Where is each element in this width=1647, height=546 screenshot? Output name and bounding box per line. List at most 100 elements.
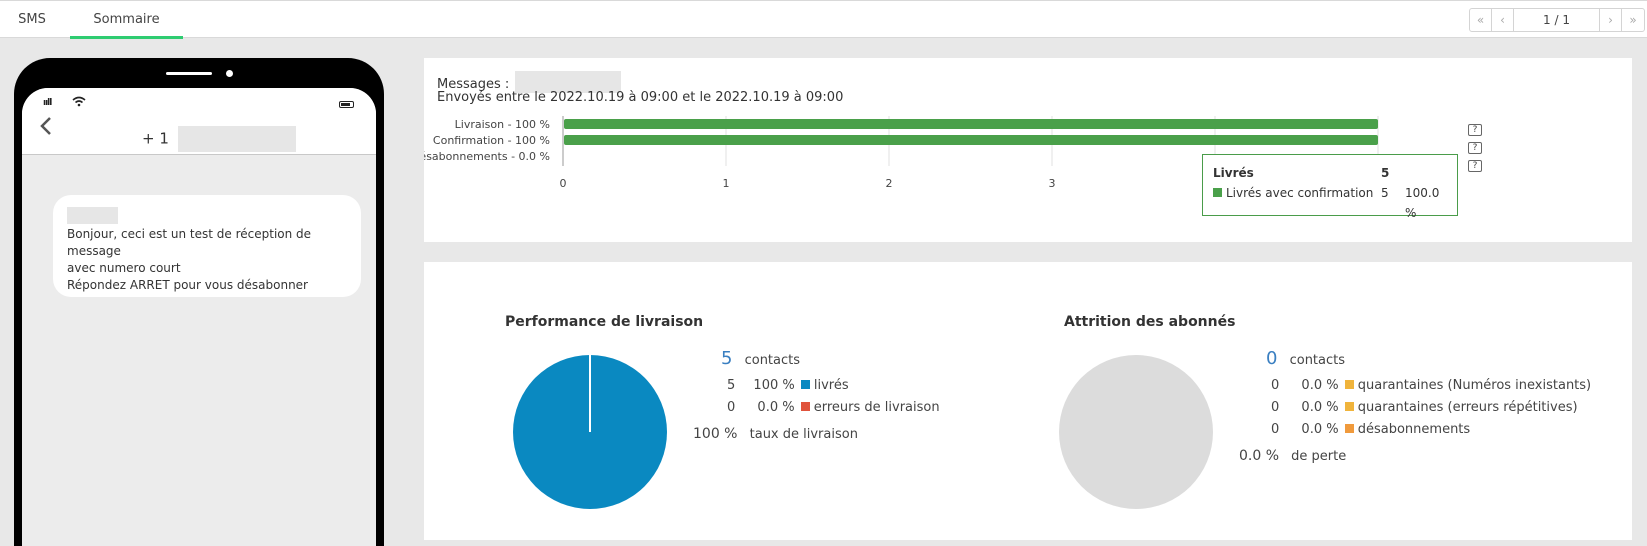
- sent-prefix: Envoyés entre le: [437, 90, 550, 105]
- erreurs-pct: 0.0 %: [757, 400, 795, 415]
- sms-bubble: Bonjour, ceci est un test de réception d…: [53, 195, 361, 297]
- delivery-performance-title: Performance de livraison: [505, 314, 704, 330]
- prev-page-button[interactable]: ‹: [1492, 9, 1514, 31]
- x-tick-label: 3: [1049, 177, 1056, 190]
- delivery-contacts: 5 contacts: [721, 348, 800, 369]
- attrition-contacts-label: contacts: [1289, 353, 1346, 368]
- delivery-bar-chart: 0 1 2 3 Livraison - 100 % Confirmation - 100 …: [424, 116, 1379, 190]
- redacted-message-name: [515, 71, 622, 93]
- redacted-sender: [67, 207, 118, 224]
- tooltip-row-pct: 100.0 %: [1405, 186, 1440, 220]
- delivery-contacts-label: contacts: [744, 353, 801, 368]
- attrition-pie-chart: [1059, 355, 1213, 509]
- help-icon-confirmation[interactable]: ?: [1468, 142, 1482, 154]
- messages-label: Messages :: [437, 77, 510, 92]
- tooltip-swatch: [1213, 188, 1222, 197]
- bar[interactable]: [564, 119, 1378, 129]
- phone-number: + 1: [142, 126, 296, 152]
- tooltip-title-value: 5: [1381, 166, 1390, 180]
- inexistants-swatch: [1344, 380, 1354, 389]
- attrition-row-inexistants: 0 0.0 % quarantaines (Numéros inexistant…: [1271, 378, 1591, 393]
- livres-count: 5: [727, 378, 736, 393]
- delivery-rate-label: taux de livraison: [749, 427, 858, 442]
- tab-sommaire[interactable]: Sommaire: [70, 1, 183, 39]
- inexistants-label: quarantaines (Numéros inexistants): [1357, 378, 1592, 393]
- desabonnements-count: 0: [1271, 422, 1280, 437]
- tooltip-row-value: 5: [1381, 186, 1389, 200]
- attrition-row-repetitives: 0 0.0 % quarantaines (erreurs répétitive…: [1271, 400, 1578, 415]
- sent-range: Envoyés entre le 2022.10.19 à 09:00 et l…: [437, 90, 843, 105]
- help-icon-desabonnements[interactable]: ?: [1468, 160, 1482, 172]
- delivery-row-erreurs: 0 0.0 % erreurs de livraison: [727, 400, 940, 415]
- top-bar: SMS Sommaire « ‹ 1 / 1 › »: [0, 0, 1647, 39]
- chart-tooltip: Livrés 5 Livrés avec confirmation 5 100.…: [1202, 154, 1458, 220]
- erreurs-label: erreurs de livraison: [813, 400, 940, 415]
- repetitives-count: 0: [1271, 400, 1280, 415]
- phone-number-prefix: + 1: [142, 129, 169, 148]
- wifi-icon: [72, 96, 86, 110]
- repetitives-pct: 0.0 %: [1301, 400, 1339, 415]
- repetitives-label: quarantaines (erreurs répétitives): [1357, 400, 1578, 415]
- pagination: « ‹ 1 / 1 › »: [1469, 8, 1645, 32]
- delivery-summary-panel: Messages : Envoyés entre le 2022.10.19 à…: [424, 58, 1632, 242]
- attrition-loss: 0.0 % de perte: [1239, 448, 1346, 464]
- back-chevron-icon[interactable]: [40, 116, 52, 142]
- attrition-pie-empty: [1059, 355, 1213, 509]
- attrition-row-desabonnements: 0 0.0 % désabonnements: [1271, 422, 1470, 437]
- livres-pct: 100 %: [753, 378, 795, 393]
- next-page-button[interactable]: ›: [1600, 9, 1622, 31]
- inexistants-count: 0: [1271, 378, 1280, 393]
- inexistants-pct: 0.0 %: [1301, 378, 1339, 393]
- delivery-pie-chart: [513, 355, 667, 509]
- performance-panel: Performance de livraison 5 contacts 5 10…: [424, 262, 1632, 540]
- redacted-number: [177, 126, 296, 152]
- delivery-rate-value: 100 %: [693, 426, 738, 442]
- bar-category-label: Désabonnements - 0.0 %: [424, 150, 550, 163]
- phone-camera: [226, 70, 233, 77]
- livres-label: livrés: [813, 378, 849, 393]
- first-page-button[interactable]: «: [1470, 9, 1492, 31]
- help-icon-livraison[interactable]: ?: [1468, 124, 1482, 136]
- tab-sms[interactable]: SMS: [18, 12, 46, 27]
- bar-category-label: Confirmation - 100 %: [433, 134, 550, 147]
- delivery-row-livres: 5 100 % livrés: [727, 378, 849, 393]
- x-tick-label: 0: [560, 177, 567, 190]
- delivery-contacts-count: 5: [721, 348, 733, 369]
- sent-mid: et le: [678, 90, 716, 105]
- attrition-contacts-count: 0: [1266, 348, 1278, 369]
- attrition-title: Attrition des abonnés: [1064, 314, 1236, 330]
- battery-icon: [339, 101, 354, 108]
- page-indicator: 1 / 1: [1514, 9, 1600, 31]
- livres-swatch: [800, 380, 810, 389]
- desabonnements-pct: 0.0 %: [1301, 422, 1339, 437]
- sent-end: 2022.10.19 à 09:00: [715, 90, 844, 105]
- attrition-contacts: 0 contacts: [1266, 348, 1345, 369]
- phone-speaker: [166, 72, 212, 75]
- erreurs-swatch: [800, 402, 810, 411]
- bar[interactable]: [564, 135, 1378, 145]
- sent-start: 2022.10.19 à 09:00: [549, 90, 679, 105]
- delivery-rate: 100 % taux de livraison: [693, 426, 858, 442]
- phone-screen: ııll + 1 Bonjour, ceci est un test de ré…: [22, 88, 376, 546]
- x-tick-label: 1: [723, 177, 730, 190]
- desabonnements-label: désabonnements: [1357, 422, 1471, 437]
- sms-line-3: Répondez ARRET pour vous désabonner: [67, 278, 308, 292]
- x-tick-label: 2: [886, 177, 893, 190]
- sms-line-2: avec numero court: [67, 261, 181, 275]
- tooltip-title: Livrés: [1213, 166, 1254, 180]
- last-page-button[interactable]: »: [1629, 13, 1637, 27]
- tooltip-row: Livrés avec confirmation 5 100.0 %: [1213, 183, 1447, 220]
- tooltip-row-label: Livrés avec confirmation: [1226, 186, 1374, 200]
- messages-label-row: Messages :: [437, 71, 622, 93]
- bar-category-label: Livraison - 100 %: [455, 118, 550, 131]
- phone-preview: ııll + 1 Bonjour, ceci est un test de ré…: [14, 58, 384, 546]
- sms-line-1: Bonjour, ceci est un test de réception d…: [67, 227, 312, 258]
- desabonnements-swatch: [1344, 424, 1354, 433]
- attrition-loss-value: 0.0 %: [1239, 448, 1280, 464]
- phone-header: ııll + 1: [22, 88, 376, 155]
- attrition-loss-label: de perte: [1291, 449, 1347, 464]
- erreurs-count: 0: [727, 400, 736, 415]
- tooltip-title-row: Livrés 5: [1213, 163, 1447, 183]
- repetitives-swatch: [1344, 402, 1354, 411]
- signal-icon: ııll: [43, 98, 52, 108]
